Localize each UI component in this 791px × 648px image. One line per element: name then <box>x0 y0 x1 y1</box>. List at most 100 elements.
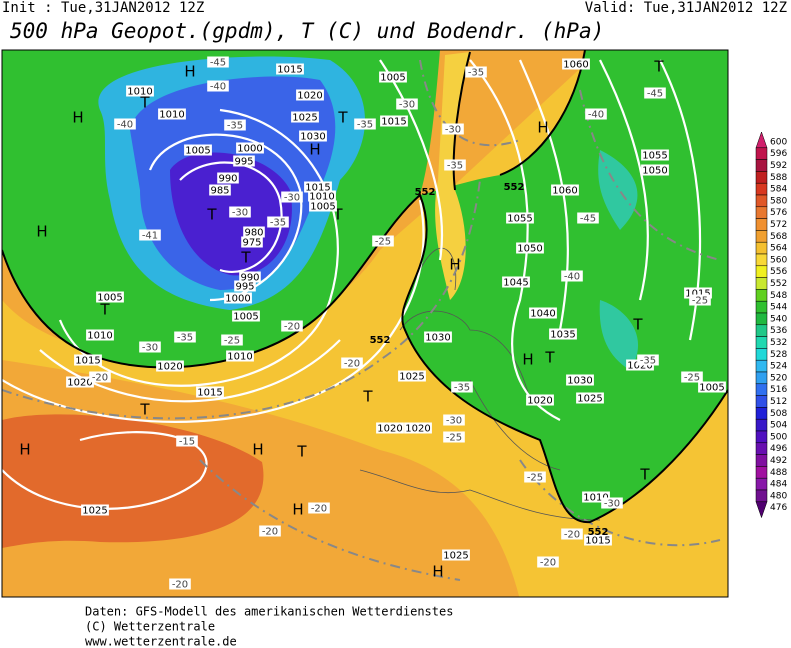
isotherm-label-box <box>174 331 196 343</box>
isotherm-label: -20 <box>540 558 556 569</box>
colorbar-swatch <box>755 477 768 491</box>
pressure-center: T <box>99 301 110 319</box>
colorbar-swatch <box>755 418 768 432</box>
isobar-label: 975 <box>242 238 261 249</box>
isotherm-label-box <box>537 556 559 568</box>
colorbar-cap <box>755 131 768 149</box>
isotherm-label: -45 <box>647 89 663 100</box>
height-label: 552 <box>415 187 436 198</box>
isotherm-label: -35 <box>468 68 484 79</box>
pressure-center: H <box>19 441 30 459</box>
isotherm-label: -20 <box>311 504 327 515</box>
isotherm-label: -35 <box>177 333 193 344</box>
isotherm-label-box <box>637 354 659 366</box>
colorbar-swatch <box>755 265 768 278</box>
colorbar-label: 516 <box>770 385 787 395</box>
isobar-label: 1005 <box>185 146 210 157</box>
isobar-label: 1010 <box>159 110 184 121</box>
isobar-label-box <box>66 376 94 388</box>
isotherm-label: -20 <box>344 359 360 370</box>
isobar-label: 1030 <box>425 333 450 344</box>
colorbar-swatch <box>755 324 768 337</box>
colorbar-swatch <box>755 371 768 385</box>
552-contour <box>2 50 728 524</box>
isotherm-label: -45 <box>210 58 226 69</box>
pressure-center: T <box>139 94 150 112</box>
isobar-label: 1005 <box>380 73 405 84</box>
map-field <box>2 50 728 597</box>
pressure-center: H <box>522 351 533 369</box>
isotherm-label-box <box>207 80 229 92</box>
isotherm-label-box <box>689 294 711 306</box>
isobar-label: 1015 <box>75 356 100 367</box>
isotherm-label: -30 <box>284 193 300 204</box>
isobar-label: 1005 <box>233 312 258 323</box>
isotherm-label: -35 <box>454 383 470 394</box>
isotherm-label: -25 <box>224 336 240 347</box>
isotherm-label: -30 <box>142 343 158 354</box>
isobar-label-box <box>582 491 610 503</box>
isobar-label-box <box>562 58 590 70</box>
isobar-label: 1010 <box>227 352 252 363</box>
isobar-label-box <box>233 155 255 167</box>
isotherm-label-box <box>176 435 198 447</box>
isobar-label: 1050 <box>642 166 667 177</box>
isotherm-label-box <box>139 341 161 353</box>
colorbar-label: 488 <box>770 468 787 478</box>
colorbar-swatch <box>755 383 768 396</box>
isobar-label-box <box>424 331 452 343</box>
isotherm-label: -40 <box>588 110 604 121</box>
colorbar-label: 544 <box>770 303 787 313</box>
isotherm-label-box <box>442 123 464 135</box>
colorbar-swatch <box>755 395 768 408</box>
isotherm-label-box <box>229 206 251 218</box>
isotherm-label: -25 <box>375 237 391 248</box>
pressure-center: T <box>296 443 307 461</box>
isobar-label-box <box>196 386 224 398</box>
isotherm-label-box <box>465 66 487 78</box>
isobar-label-box <box>299 130 327 142</box>
isobar-label: 1025 <box>82 506 107 517</box>
pressure-center: H <box>309 141 320 159</box>
isobar-label: 1020 <box>377 424 402 435</box>
colorbar-label: 552 <box>770 279 787 289</box>
isobar-label-box <box>241 236 263 248</box>
isobar-label: 1020 <box>627 361 652 372</box>
isobar-label: 980 <box>244 228 263 239</box>
colorbar-swatch <box>755 218 768 231</box>
isotherm-label: -40 <box>564 272 580 283</box>
isobar-label-box <box>234 280 256 292</box>
pressure-center: T <box>206 206 217 224</box>
isobar-label-box <box>296 89 324 101</box>
isobar-label-box <box>156 360 184 372</box>
isobar-label-box <box>239 271 261 283</box>
isobar-label-box <box>309 200 337 212</box>
colorbar-label: 508 <box>770 409 787 419</box>
isobar-label: 1000 <box>225 294 250 305</box>
isotherm-label: -45 <box>580 214 596 225</box>
pressure-center: H <box>292 501 303 519</box>
isobar-label-box <box>376 422 404 434</box>
isobar-label-box <box>232 310 260 322</box>
colorbar-label: 496 <box>770 444 787 454</box>
colorbar-swatch <box>755 312 768 326</box>
isotherm-label-box <box>601 497 623 509</box>
isotherm-label-box <box>354 118 376 130</box>
isotherm-label: -20 <box>284 322 300 333</box>
colorbar-label: 588 <box>770 173 787 183</box>
isobar-label: 1060 <box>552 186 577 197</box>
isobar-label: 1025 <box>577 394 602 405</box>
isotherm-label: -30 <box>232 208 248 219</box>
isobar-label-box <box>516 242 544 254</box>
isobar-label: 1020 <box>527 396 552 407</box>
colorbar-swatch <box>755 241 768 255</box>
isotherm-label: -25 <box>692 296 708 307</box>
pressure-center: T <box>639 466 650 484</box>
isotherm-label-box <box>451 381 473 393</box>
isobar-label: 1055 <box>507 214 532 225</box>
colorbar-label: 520 <box>770 373 787 383</box>
isobar-label: 1010 <box>309 192 334 203</box>
pressure-center: T <box>544 349 555 367</box>
isotherm-label: -30 <box>604 499 620 510</box>
